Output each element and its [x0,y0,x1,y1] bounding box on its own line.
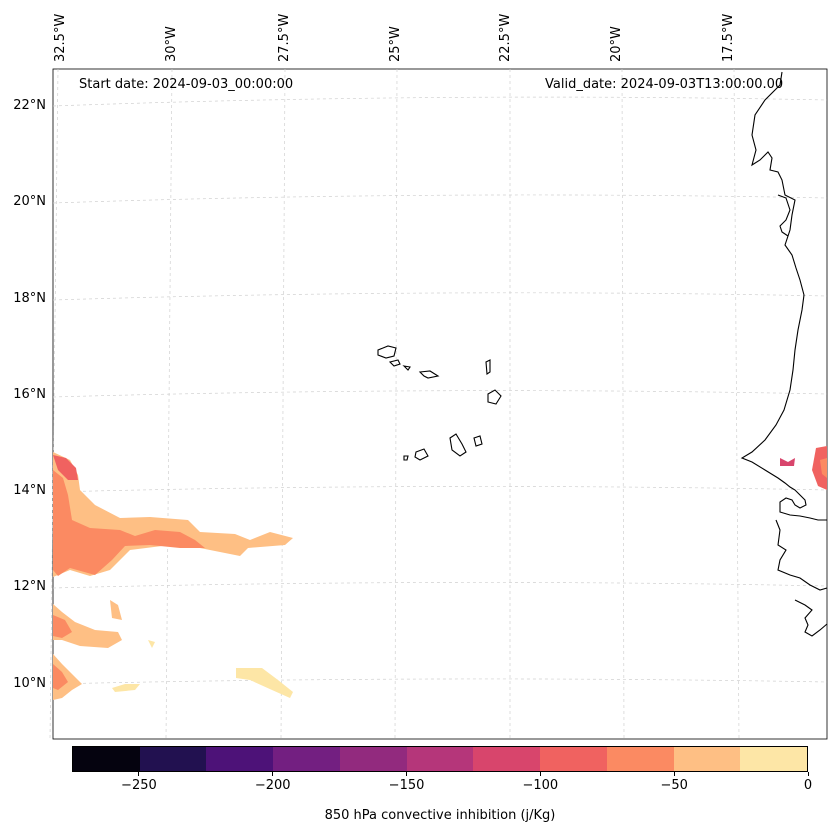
colorbar-label: 850 hPa convective inhibition (j/Kg) [324,808,556,823]
lat-label: 22°N [13,98,46,113]
colorbar-tick-label: −200 [254,778,291,793]
colorbar-tick-label: −50 [660,778,688,793]
cin-region-east-small [780,458,795,466]
colorbar-segment [139,747,207,771]
lon-label: 22.5°W [498,13,513,62]
colorbar-segment [740,747,808,771]
island-brava [403,455,409,461]
colorbar-tick-label: 0 [803,778,813,793]
colorbar-segment [206,747,274,771]
colorbar-tick-label: −250 [121,778,157,793]
island-sal [485,359,491,375]
inlet [777,194,791,237]
lon-label: 30°W [164,26,179,62]
cin-region-east [812,446,827,490]
cin-contours-east [780,446,827,490]
colorbar-segment [673,747,741,771]
island-sao-nicolau [418,370,440,379]
start-date-label: Start date: 2024-09-03_00:00:00 [79,77,294,92]
cin-region-mid2 [53,455,78,480]
island-fogo [414,448,429,461]
cin-region-mid [53,470,205,576]
cin-region-mid-2 [53,615,72,638]
colorbar-tick-mark [406,772,408,776]
lat-label: 20°N [13,194,46,209]
lat-label: 14°N [13,483,46,498]
cape-verde-islands [377,345,502,461]
coast-south [794,599,828,637]
lat-label: 10°N [13,676,46,691]
lon-label: 20°W [609,26,624,62]
colorbar-tick-label: −150 [388,778,425,793]
cin-region-east-light [820,458,827,478]
colorbar-segment [540,747,607,771]
lon-label: 27.5°W [277,13,292,62]
colorbar-tick-mark [138,772,140,776]
cin-region-light-3 [53,654,82,700]
island-santa-luzia [402,365,411,371]
lat-label: 12°N [13,579,46,594]
graticule [49,68,828,740]
cin-region-pale-4 [148,640,155,648]
lon-label: 32.5°W [53,13,68,62]
lat-label: 18°N [13,291,46,306]
island-santo-antao [377,345,397,359]
colorbar-tick-label: −100 [522,778,559,793]
lon-label: 17.5°W [721,13,736,62]
lat-label: 16°N [13,387,46,402]
valid-date-label: Valid_date: 2024-09-03T13:00:00.00 [545,77,784,92]
colorbar-tick-mark [272,772,274,776]
island-sao-vicente [388,359,401,367]
cin-region-mid-3 [53,664,68,690]
island-santiago [449,433,467,457]
island-boa-vista [487,389,502,405]
coast-guinea-bissau [775,519,828,591]
colorbar-segment [339,747,407,771]
cin-region-pale-3 [236,668,293,698]
coast-west-africa [740,71,827,521]
colorbar-segment [273,747,340,771]
island-maio [473,435,483,447]
colorbar-segment [606,747,674,771]
colorbar [72,746,808,772]
lon-label: 25°W [388,26,403,62]
cin-contours-west [53,452,293,700]
cin-region-pale-2 [112,684,140,692]
colorbar-tick-mark [673,772,675,776]
map-frame [52,68,828,740]
colorbar-segment [406,747,474,771]
colorbar-segment [473,747,541,771]
coastline [740,71,828,637]
colorbar-tick-mark [807,772,809,776]
colorbar-segment [73,747,140,771]
cin-region-pale [110,600,122,620]
cin-region-light-2 [53,604,122,648]
colorbar-tick-mark [539,772,541,776]
